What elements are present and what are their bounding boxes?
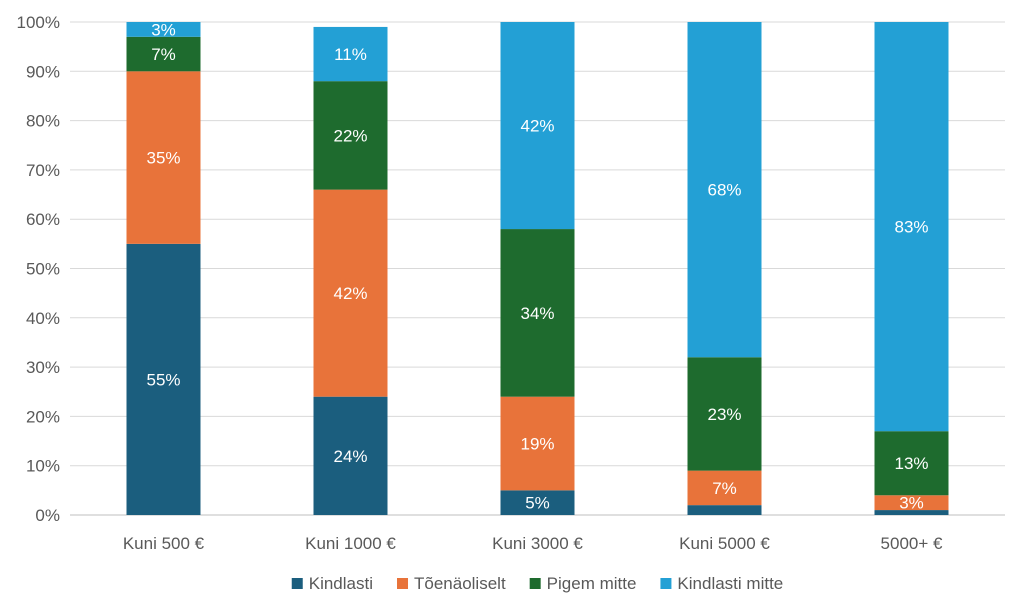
data-label: 68% bbox=[707, 181, 741, 200]
bar-segment bbox=[313, 81, 388, 190]
bar-segment bbox=[500, 22, 575, 230]
bar-segment bbox=[687, 505, 762, 515]
bar-segment bbox=[874, 431, 949, 496]
bar-segment bbox=[126, 36, 201, 72]
legend-label: Kindlasti bbox=[309, 574, 373, 593]
legend-item: Kindlasti bbox=[291, 574, 373, 593]
data-label: 22% bbox=[333, 126, 367, 145]
bar-segment bbox=[500, 396, 575, 491]
x-tick-label: Kuni 3000 € bbox=[492, 534, 583, 553]
legend-label: Pigem mitte bbox=[547, 574, 637, 593]
legend-label: Kindlasti mitte bbox=[677, 574, 783, 593]
bar-segment bbox=[313, 189, 388, 397]
data-label: 42% bbox=[333, 284, 367, 303]
y-tick-label: 10% bbox=[26, 457, 60, 476]
legend: Kindlasti Tõenäoliselt Pigem mitte Kindlast… bbox=[291, 574, 783, 593]
x-tick-label: 5000+ € bbox=[881, 534, 943, 553]
y-tick-label: 40% bbox=[26, 309, 60, 328]
y-tick-label: 90% bbox=[26, 62, 60, 81]
data-label: 7% bbox=[712, 479, 737, 498]
data-label: 3% bbox=[899, 494, 924, 513]
x-tick-label: Kuni 500 € bbox=[123, 534, 205, 553]
y-axis-ticks: 0% 10% 20% 30% 40% 50% 60% 70% 80% 90% 100% bbox=[17, 13, 60, 525]
bar-segment bbox=[500, 229, 575, 397]
data-label: 13% bbox=[894, 454, 928, 473]
data-label: 24% bbox=[333, 447, 367, 466]
data-label: 55% bbox=[146, 370, 180, 389]
y-tick-label: 0% bbox=[35, 506, 60, 525]
bar-segment bbox=[687, 22, 762, 358]
bar-segment bbox=[874, 22, 949, 432]
bar-segment bbox=[126, 71, 201, 244]
y-tick-label: 60% bbox=[26, 210, 60, 229]
y-tick-label: 70% bbox=[26, 161, 60, 180]
data-label: 7% bbox=[151, 45, 176, 64]
legend-swatch bbox=[660, 578, 672, 589]
bar-segment bbox=[313, 396, 388, 515]
legend-label: Tõenäoliselt bbox=[414, 574, 506, 593]
bar-segment bbox=[126, 22, 201, 37]
legend-swatch bbox=[291, 578, 303, 589]
bar-segment bbox=[687, 357, 762, 471]
legend-item: Pigem mitte bbox=[529, 574, 637, 593]
bar-segment bbox=[687, 470, 762, 506]
data-label: 35% bbox=[146, 149, 180, 168]
legend-item: Kindlasti mitte bbox=[660, 574, 783, 593]
bar-segment bbox=[126, 243, 201, 515]
data-label: 5% bbox=[525, 494, 550, 513]
bar-segment bbox=[874, 510, 949, 515]
data-labels: 55% 35% 7% 3% 24% 42% 22% 11% 5% 19% 34% 42% 7% 23% 68… bbox=[146, 20, 928, 512]
data-label: 11% bbox=[334, 45, 367, 64]
legend-item: Tõenäoliselt bbox=[397, 574, 506, 593]
data-label: 34% bbox=[520, 304, 554, 323]
data-label: 3% bbox=[151, 20, 176, 39]
y-tick-label: 50% bbox=[26, 260, 60, 279]
data-label: 19% bbox=[520, 435, 554, 454]
y-tick-label: 100% bbox=[17, 13, 60, 32]
x-tick-label: Kuni 1000 € bbox=[305, 534, 396, 553]
bar-segment bbox=[313, 26, 388, 82]
data-label: 83% bbox=[894, 218, 928, 237]
bars bbox=[126, 22, 949, 515]
bar-segment bbox=[874, 495, 949, 511]
x-tick-label: Kuni 5000 € bbox=[679, 534, 770, 553]
bar-segment bbox=[500, 490, 575, 515]
legend-swatch bbox=[529, 578, 541, 589]
legend-swatch bbox=[397, 578, 409, 589]
y-tick-label: 20% bbox=[26, 407, 60, 426]
data-label: 42% bbox=[520, 117, 554, 136]
y-tick-label: 80% bbox=[26, 112, 60, 131]
x-axis-ticks: Kuni 500 € Kuni 1000 € Kuni 3000 € Kuni 500… bbox=[123, 534, 943, 553]
data-label: 23% bbox=[707, 405, 741, 424]
y-tick-label: 30% bbox=[26, 358, 60, 377]
